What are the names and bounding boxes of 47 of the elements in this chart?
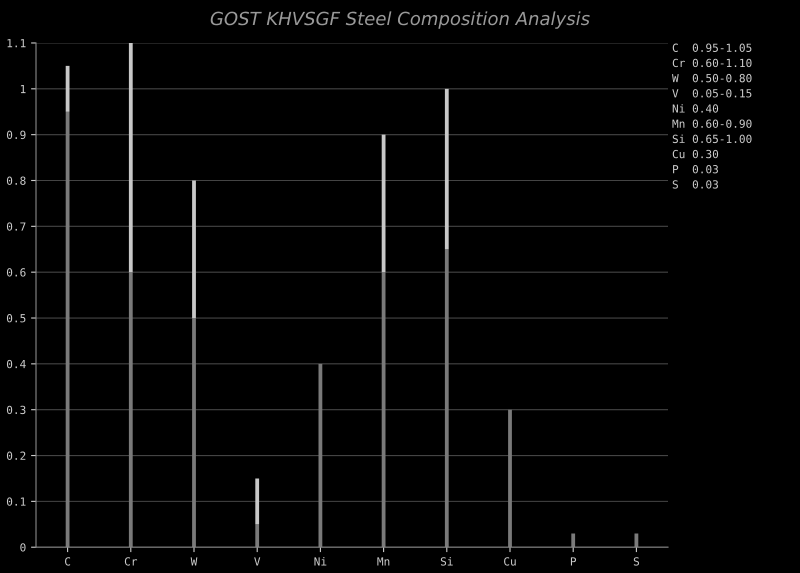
- text: W 0.50-0.80: [672, 74, 752, 82]
- y-tick-label: 1: [20, 84, 26, 94]
- y-tick-label: 0.9: [6, 130, 26, 140]
- y-tick-label: 0.5: [6, 314, 26, 322]
- y-tick-label: 0.3: [6, 406, 26, 414]
- y-tick-label: 0.1: [6, 497, 26, 506]
- x-tick-label: Cr: [124, 557, 138, 566]
- x-tick-label: W: [190, 557, 198, 566]
- bar: [255, 478, 260, 524]
- text: Si 0.65-1.00: [672, 134, 752, 144]
- bar: [128, 42, 133, 272]
- bar: [66, 66, 70, 112]
- y-tick-label: 0.8: [6, 176, 26, 185]
- bar: [444, 249, 449, 548]
- bar: [508, 410, 512, 548]
- chart-title: GOST KHVSGF Steel Composition Analysis: [210, 11, 590, 29]
- text: Cu 0.30: [672, 150, 718, 158]
- y-tick-label: 0.7: [6, 222, 26, 231]
- bar: [444, 88, 449, 250]
- bar: [192, 180, 196, 318]
- bar: [66, 112, 70, 548]
- text: Cr 0.60-1.10: [672, 58, 752, 68]
- y-tick-label: 0.6: [6, 268, 26, 277]
- y-tick-label: 1.1: [8, 39, 26, 48]
- text: C 0.95-1.05: [672, 44, 752, 52]
- bar: [382, 272, 386, 548]
- text: P 0.03: [673, 165, 718, 174]
- x-tick-label: Si: [440, 556, 453, 566]
- x-tick-label: Ni: [314, 556, 326, 566]
- x-tick-label: Cu: [504, 557, 516, 566]
- text: Mn 0.60-0.90: [672, 119, 752, 128]
- bar: [318, 364, 322, 548]
- x-tick-label: C: [65, 557, 70, 566]
- bar: [128, 272, 133, 548]
- bar: [382, 134, 386, 272]
- x-tick-label: P: [570, 557, 576, 566]
- y-tick-label: 0.4: [6, 360, 26, 368]
- bar: [634, 533, 638, 548]
- bar: [192, 318, 196, 548]
- y-tick-label: 0.2: [6, 452, 26, 460]
- x-tick-label: Mn: [377, 557, 390, 566]
- x-tick-label: V: [254, 557, 260, 566]
- x-tick-label: S: [634, 557, 640, 566]
- text: S 0.03: [672, 180, 718, 189]
- text: V 0.05-0.15: [672, 89, 752, 98]
- y-tick-label: 0: [20, 543, 26, 552]
- text: Ni 0.40: [672, 104, 718, 113]
